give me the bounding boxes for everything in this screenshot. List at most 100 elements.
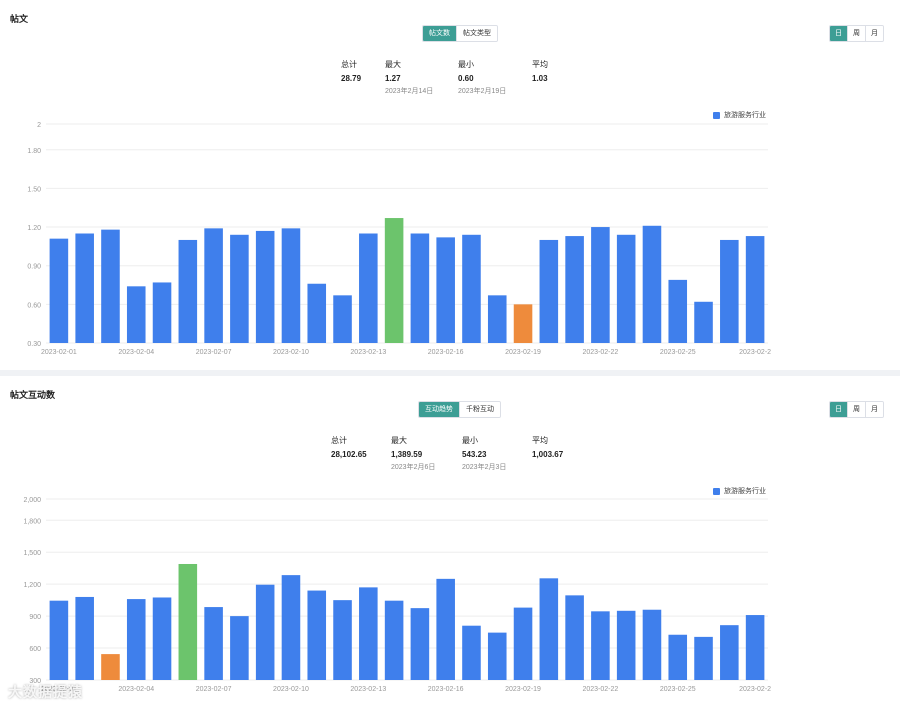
bar-2023-02-06[interactable] [178, 239, 198, 343]
bar-2023-02-23[interactable] [616, 610, 636, 680]
bar-2023-02-19[interactable] [513, 304, 533, 343]
period-day-button[interactable]: 日 [830, 402, 847, 417]
bar-2023-02-16[interactable] [436, 237, 455, 343]
stats-summary: 总计 28,102.65 最大 1,389.59 2023年2月6日 最小 54… [331, 436, 592, 473]
bar-2023-02-21[interactable] [565, 236, 584, 343]
bar-2023-02-04[interactable] [126, 599, 146, 680]
bar-2023-02-01[interactable] [49, 238, 69, 343]
bar-2023-02-03[interactable] [101, 654, 120, 680]
post-interaction-panel: 帖文互动数 互动趋势 千粉互动 日 周 月 总计 28,102.65 最大 1,… [0, 376, 900, 708]
metric-tabs: 帖文数 帖文类型 [422, 25, 498, 42]
interaction-bar-chart: 300 600 900 1,200 1,500 1,800 2,000 2023-02-01 2… [23, 497, 771, 693]
x-tick-label: 2023-02-01 [41, 349, 77, 356]
bar-2023-02-22[interactable] [591, 611, 610, 680]
bar-2023-02-12[interactable] [333, 600, 352, 680]
bar-2023-02-11[interactable] [307, 283, 327, 343]
stat-date: 2023年2月14日 [385, 88, 434, 95]
x-tick-label: 2023-02-25 [660, 686, 696, 693]
stat-value: 1.27 [385, 74, 401, 83]
bar-2023-02-07[interactable] [204, 228, 223, 343]
bar-2023-02-09[interactable] [255, 230, 275, 343]
bar-2023-02-12[interactable] [333, 295, 352, 343]
x-tick-label: 2023-02-13 [350, 349, 386, 356]
bar-2023-02-15[interactable] [410, 608, 430, 680]
period-day-button[interactable]: 日 [830, 26, 847, 41]
bar-2023-02-06[interactable] [178, 563, 198, 680]
bar-2023-02-17[interactable] [462, 625, 481, 680]
bar-2023-02-11[interactable] [307, 590, 327, 680]
period-week-button[interactable]: 周 [847, 26, 865, 41]
x-tick-label: 2023-02-13 [350, 686, 386, 693]
bar-2023-02-14[interactable] [384, 600, 404, 680]
bar-2023-02-10[interactable] [281, 575, 301, 680]
bar-2023-02-09[interactable] [255, 584, 275, 680]
y-tick-label: 1,800 [23, 518, 41, 525]
bar-2023-02-27[interactable] [720, 239, 739, 343]
x-tick-label: 2023-02-10 [273, 686, 309, 693]
bar-2023-02-25[interactable] [668, 279, 688, 343]
chart-legend[interactable]: 旅游服务行业 [713, 110, 766, 120]
panel-title: 帖文互动数 [10, 390, 56, 400]
period-month-button[interactable]: 月 [865, 26, 883, 41]
bar-2023-02-19[interactable] [513, 607, 533, 680]
bar-2023-02-20[interactable] [539, 239, 559, 343]
bar-2023-02-15[interactable] [410, 233, 430, 344]
tab-interaction-trend[interactable]: 互动趋势 [419, 402, 459, 417]
x-tick-label: 2023-02-04 [118, 686, 154, 693]
bar-2023-02-05[interactable] [152, 282, 172, 343]
x-tick-label: 2023-02-19 [505, 349, 541, 356]
y-tick-label: 2,000 [23, 497, 41, 504]
legend-swatch [713, 111, 720, 119]
period-selector: 日 周 月 [829, 401, 884, 418]
bar-2023-02-21[interactable] [565, 595, 584, 680]
stat-date: 2023年2月3日 [462, 464, 507, 471]
bar-2023-02-24[interactable] [642, 225, 662, 343]
bar-2023-02-08[interactable] [230, 616, 249, 680]
bar-2023-02-20[interactable] [539, 578, 559, 680]
bar-2023-02-04[interactable] [126, 286, 146, 343]
tab-per-thousand-fans[interactable]: 千粉互动 [459, 402, 500, 417]
bar-2023-02-27[interactable] [720, 625, 739, 680]
bar-2023-02-01[interactable] [49, 600, 69, 680]
stat-value: 1,003.67 [532, 450, 564, 459]
chart-legend[interactable]: 旅游服务行业 [713, 486, 766, 496]
post-count-bar-chart: 0.30 0.60 0.90 1.20 1.50 1.80 2 2023-02-01 2023-… [27, 122, 771, 356]
bar-2023-02-02[interactable] [75, 596, 94, 680]
stat-label: 总计 [341, 60, 357, 69]
stat-value: 1.03 [532, 74, 548, 83]
bar-2023-02-13[interactable] [359, 233, 378, 344]
stat-label: 平均 [532, 60, 548, 69]
x-tick-label: 2023-02-07 [196, 686, 232, 693]
tab-post-count[interactable]: 帖文数 [423, 26, 456, 41]
tab-post-type[interactable]: 帖文类型 [456, 26, 497, 41]
y-tick-label: 0.90 [27, 264, 41, 271]
bar-2023-02-23[interactable] [616, 234, 636, 343]
bar-2023-02-18[interactable] [487, 632, 507, 680]
bar-2023-02-05[interactable] [152, 597, 172, 680]
bar-2023-02-13[interactable] [359, 587, 378, 680]
bar-2023-02-22[interactable] [591, 227, 610, 343]
bar-2023-02-25[interactable] [668, 634, 688, 680]
x-tick-label: 2023-02-16 [428, 349, 464, 356]
period-week-button[interactable]: 周 [847, 402, 865, 417]
bar-2023-02-02[interactable] [75, 233, 94, 344]
bar-2023-02-17[interactable] [462, 234, 481, 343]
bar-2023-02-14[interactable] [384, 218, 404, 343]
bar-2023-02-24[interactable] [642, 609, 662, 680]
bar-2023-02-26[interactable] [694, 636, 713, 680]
y-tick-label: 1.80 [27, 148, 41, 155]
bar-2023-02-07[interactable] [204, 607, 223, 680]
bar-2023-02-28[interactable] [745, 236, 765, 343]
bar-2023-02-26[interactable] [694, 301, 713, 343]
bar-2023-02-18[interactable] [487, 295, 507, 343]
period-month-button[interactable]: 月 [865, 402, 883, 417]
bar-2023-02-08[interactable] [230, 234, 249, 343]
bar-2023-02-16[interactable] [436, 578, 455, 680]
bar-2023-02-28[interactable] [745, 615, 765, 680]
bar-2023-02-10[interactable] [281, 228, 301, 343]
y-tick-label: 1,500 [23, 550, 41, 557]
x-tick-label: 2023-02-22 [582, 349, 618, 356]
stat-avg: 平均 1.03 [532, 60, 572, 97]
bar-2023-02-03[interactable] [101, 229, 120, 343]
y-tick-label: 0.60 [27, 302, 41, 309]
